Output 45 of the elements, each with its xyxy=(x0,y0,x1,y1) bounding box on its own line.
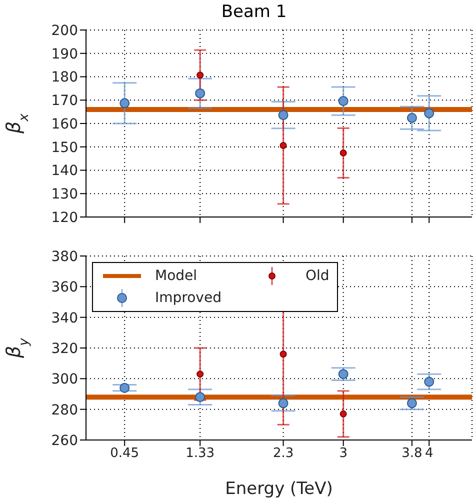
x-tick-label: 0.45 xyxy=(110,446,140,462)
y-tick-label: 380 xyxy=(51,248,78,265)
point xyxy=(338,96,348,106)
y-tick-label: 360 xyxy=(51,280,78,296)
x-tick-label: 1.33 xyxy=(186,446,215,462)
y-tick-label: 140 xyxy=(51,163,78,180)
y-tick-label: 190 xyxy=(51,46,78,62)
x-tick-label: 3.8 xyxy=(402,446,422,462)
point xyxy=(280,142,287,149)
chart-title: Beam 1 xyxy=(220,2,288,22)
legend-label: Improved xyxy=(155,290,222,306)
point xyxy=(195,88,206,98)
y-tick-label: 340 xyxy=(51,310,78,326)
y-tick-label: 280 xyxy=(51,402,78,418)
point xyxy=(196,72,204,79)
x-tick-label: 2.3 xyxy=(272,446,294,462)
legend-label: Old xyxy=(305,268,330,284)
y-tick-label: 170 xyxy=(51,93,78,110)
x-axis-title: Energy (TeV) xyxy=(225,479,333,499)
point xyxy=(278,398,288,408)
x-tick-label: 3 xyxy=(339,446,348,462)
point xyxy=(406,398,417,408)
point xyxy=(406,112,417,123)
point xyxy=(120,382,130,393)
x-tick-label: 4 xyxy=(424,446,434,462)
y-tick-label: 200 xyxy=(51,22,78,39)
point xyxy=(340,149,347,156)
y-tick-label: 260 xyxy=(51,432,78,449)
point xyxy=(195,392,206,402)
y-tick-label: 150 xyxy=(51,140,78,156)
y-tick-label: 120 xyxy=(51,210,78,226)
point xyxy=(424,108,434,118)
y-tick-label: 160 xyxy=(51,116,78,132)
point xyxy=(340,410,347,418)
point xyxy=(120,98,130,108)
y-tick-label: 300 xyxy=(51,372,78,388)
point xyxy=(280,350,287,358)
point xyxy=(424,376,434,387)
y-tick-label: 320 xyxy=(51,340,78,357)
legend-label: Model xyxy=(155,268,198,284)
point xyxy=(278,110,288,120)
point xyxy=(196,370,204,378)
y-tick-label: 180 xyxy=(51,70,78,86)
point xyxy=(338,369,348,380)
y-tick-label: 130 xyxy=(51,186,78,203)
